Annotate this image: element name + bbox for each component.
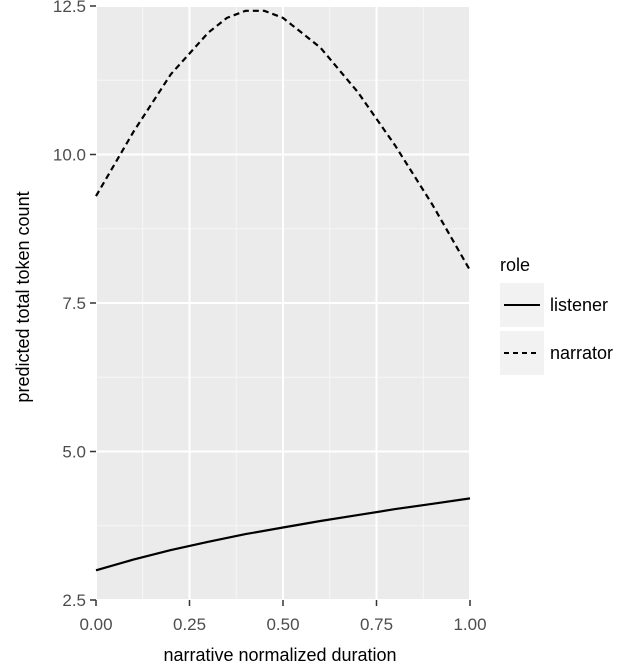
- legend: role listener narrator: [500, 255, 613, 375]
- y-tick-label: 5.0: [62, 443, 86, 462]
- legend-label-narrator: narrator: [550, 343, 613, 363]
- x-tick-label: 0.00: [79, 615, 112, 634]
- x-axis-title: narrative normalized duration: [163, 645, 396, 665]
- y-tick-label: 12.5: [53, 0, 86, 16]
- tick-labels: 0.00 0.25 0.50 0.75 1.00 2.5 5.0 7.5 10.0 12.5: [53, 0, 487, 634]
- y-axis-title: predicted total token count: [13, 191, 33, 402]
- x-tick-label: 0.50: [266, 615, 299, 634]
- y-tick-label: 2.5: [62, 591, 86, 610]
- x-tick-label: 1.00: [453, 615, 486, 634]
- y-tick-label: 7.5: [62, 294, 86, 313]
- legend-title: role: [500, 255, 530, 275]
- x-tick-label: 0.25: [173, 615, 206, 634]
- series-lines: [95, 9, 471, 572]
- x-tick-label: 0.75: [360, 615, 393, 634]
- axis-ticks: [90, 5, 471, 606]
- series-line-listener: [95, 497, 471, 572]
- y-tick-label: 10.0: [53, 146, 86, 165]
- series-line-narrator: [95, 9, 471, 271]
- legend-label-listener: listener: [550, 295, 608, 315]
